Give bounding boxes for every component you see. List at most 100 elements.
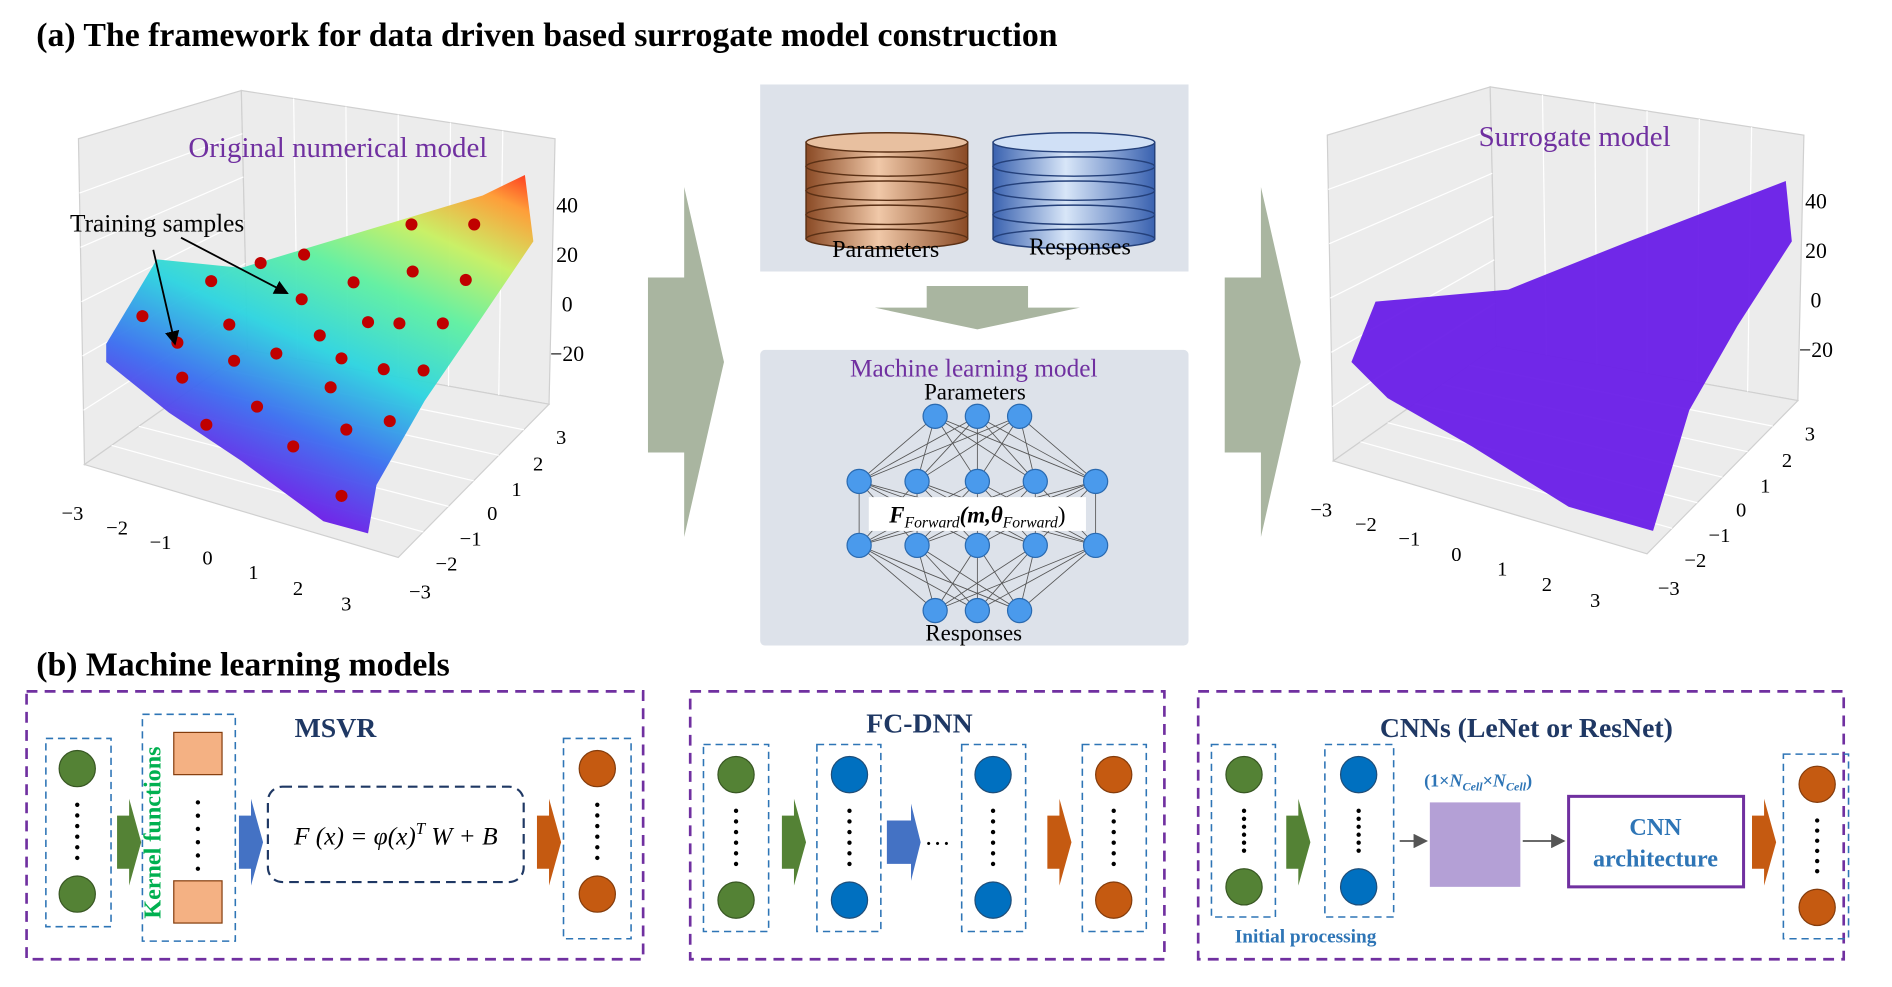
formula-box [868,497,1086,531]
model-box [25,690,645,961]
layer-box [562,737,632,940]
small-arrow [1286,798,1311,886]
dot [1814,838,1820,843]
neuron [1006,597,1033,624]
training-sample [340,423,353,436]
connection [1019,545,1096,611]
model-title: CNNs (LeNet or ResNet) [1380,713,1673,744]
dot [75,813,80,818]
disk-bottom [805,228,969,250]
training-sample [200,418,213,431]
disk-bottom [805,180,969,202]
msvr-formula: F (x) = φ(x)T W + B [293,819,498,851]
connection [934,544,1096,611]
training-sample [270,347,283,360]
neuron [1082,532,1109,559]
connection [934,416,978,482]
neuron [904,532,930,559]
x-tick-label: −2 [106,518,128,540]
dot [1111,808,1116,814]
training-sample [335,489,348,502]
shape-n: N [1492,771,1507,791]
training-sample [313,329,326,342]
formula-box [266,785,525,884]
neuron [904,468,930,495]
node [717,755,755,794]
dot [595,834,600,839]
model-title: MSVR [295,713,378,744]
small-arrow [536,798,562,886]
disk-bottom [805,156,969,177]
shape-sub: Cell [1506,779,1527,793]
dot [75,802,80,807]
connection [977,545,1096,611]
dot [733,829,739,835]
layer-box [1081,743,1148,933]
y-tick-label: 2 [533,454,543,476]
disk-bottom [992,228,1156,250]
dot [733,819,739,824]
x-tick-label: −1 [1398,528,1420,550]
surface [106,174,534,534]
small-arrow [117,798,142,886]
kernel [173,731,223,776]
dot [1111,851,1116,856]
dot [1814,868,1820,874]
connection [977,415,1096,482]
disk-top [992,132,1156,153]
flow-arrow [1224,187,1301,537]
neuron [964,403,991,429]
dot [733,808,739,814]
shape-open: (1× [1424,771,1449,792]
y-tick-label: 2 [1782,450,1792,472]
y-tick-label: −1 [460,528,482,550]
dot [75,834,80,839]
formula-close: ) [1058,502,1066,527]
training-sample [176,371,189,384]
layer-box [960,743,1027,933]
dot [847,829,852,835]
flow-arrow [647,187,724,537]
disk-bottom [992,156,1156,177]
z-tick-label: 0 [562,292,573,316]
dot [1814,818,1820,823]
node [578,749,616,788]
ml-input: Parameters [924,379,1026,404]
z-tick-label: 20 [1805,239,1827,263]
dot [847,819,852,824]
pane-grid [80,176,244,248]
pane-grid [111,444,424,533]
dot [195,800,201,805]
pane-grid [1330,216,1494,299]
x-tick-label: 2 [293,578,303,600]
dot [595,802,600,807]
training-sample [347,276,360,289]
node [1095,881,1133,919]
initial-label: Initial processing [1235,926,1377,947]
training-sample [298,248,311,261]
connection [977,415,1036,482]
neuron [964,468,991,495]
z-tick-label: 40 [1805,190,1827,214]
y-tick-label: 3 [1805,423,1815,445]
connection [858,544,1020,611]
neuron [846,532,872,559]
connection [916,415,1020,482]
training-sample [377,363,390,376]
feature-map [1429,802,1521,887]
disk-bottom [992,204,1156,226]
dot [990,851,996,856]
cnn-label: architecture [1593,845,1718,872]
layer-box [816,743,882,933]
dot [1356,840,1361,845]
pane-grid [1328,129,1492,191]
kernel-label: Kernel functions [140,746,167,918]
x-tick-label: −3 [1310,499,1332,521]
dot [1241,824,1247,829]
dot [1241,832,1247,837]
formula-rhs: W + B [431,823,497,851]
